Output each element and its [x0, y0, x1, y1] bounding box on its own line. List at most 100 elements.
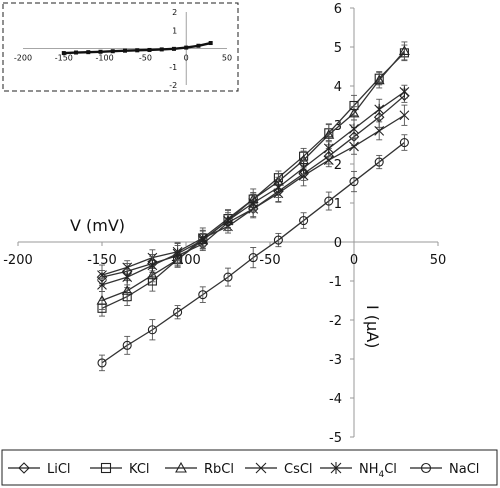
data-point: [373, 74, 385, 85]
data-point: [324, 196, 334, 206]
x-tick-label: 0: [350, 253, 358, 268]
legend-item-rbcl: RbCl: [165, 461, 234, 477]
data-point: [374, 103, 385, 115]
legend-label: RbCl: [204, 462, 234, 477]
data-point: [248, 197, 259, 209]
inset-chart: -200 -150 -100 -50 0 50 2 1 -1 -2: [2, 2, 239, 92]
data-point: [147, 259, 158, 271]
inset-data-point: [184, 45, 189, 50]
data-point: [97, 279, 107, 291]
y-axis-label: I (μA): [363, 305, 382, 348]
data-point: [122, 340, 132, 350]
inset-data-point: [171, 46, 176, 51]
y-tick-label: 6: [334, 2, 342, 17]
y-tick-label: -5: [329, 431, 342, 446]
main-axes: [18, 8, 438, 437]
x-tick-label: -150: [87, 253, 117, 268]
data-point: [223, 215, 233, 227]
data-point: [175, 461, 187, 473]
y-tick-label: -4: [329, 392, 342, 407]
legend: LiCl KCl RbCl CsCl NH4Cl NaCl: [1, 449, 498, 486]
x-axis-label: V (mV): [70, 216, 125, 235]
legend-item-licl: LiCl: [8, 462, 71, 477]
data-point: [349, 177, 359, 187]
legend-item-nacl: NaCl: [410, 462, 479, 477]
data-point: [248, 253, 258, 263]
data-point: [122, 271, 133, 283]
legend-item-nh: NH4Cl: [320, 462, 397, 480]
series-nacl: [97, 134, 409, 372]
x-tick-label: -200: [3, 253, 33, 268]
data-point: [349, 123, 359, 135]
legend-label: NaCl: [449, 462, 479, 477]
y-tick-label: -2: [329, 314, 342, 329]
data-point: [298, 162, 309, 174]
y-tick-label: -3: [329, 353, 342, 368]
series-nh4cl: [97, 84, 410, 292]
legend-label: NH4Cl: [359, 462, 397, 480]
data-point: [147, 325, 157, 335]
legend-label: CsCl: [284, 462, 313, 477]
data-point: [273, 181, 284, 193]
x-tick-label: -50: [259, 253, 280, 268]
inset-data-point: [135, 48, 140, 53]
y-tick-label: 2: [334, 158, 342, 173]
data-point: [172, 248, 183, 260]
inset-y-tick-label: 2: [172, 8, 177, 17]
data-point: [122, 262, 133, 273]
data-point: [399, 138, 409, 148]
data-point: [198, 290, 208, 300]
data-point: [330, 462, 342, 474]
inset-data-point: [159, 47, 164, 52]
data-point: [255, 462, 267, 474]
data-point: [223, 272, 233, 282]
data-point: [420, 462, 432, 474]
y-tick-label: 5: [334, 41, 342, 56]
inset-data-point: [110, 49, 115, 54]
inset-x-tick-label: -150: [55, 54, 73, 63]
inset-y-tick-label: 1: [172, 26, 177, 35]
main-series: [96, 41, 410, 372]
inset-frame: [2, 2, 239, 92]
data-point: [399, 110, 410, 121]
legend-label: LiCl: [47, 462, 71, 477]
y-tick-label: -1: [329, 275, 342, 290]
inset-y-tick-label: -2: [169, 81, 177, 90]
data-point: [18, 462, 30, 474]
data-point: [399, 86, 410, 98]
data-point: [299, 216, 309, 226]
inset-data-point: [123, 48, 127, 53]
data-point: [374, 125, 385, 136]
data-point: [323, 129, 335, 139]
inset-data-point: [74, 50, 79, 55]
legend-label: KCl: [129, 462, 150, 477]
inset-y-tick-label: -1: [169, 63, 177, 72]
legend-item-kcl: KCl: [90, 462, 150, 477]
data-point: [273, 235, 283, 245]
inset-data-point: [208, 41, 213, 46]
data-point: [298, 170, 309, 181]
inset-x-tick-label: 0: [184, 54, 189, 63]
inset-x-tick-label: -50: [139, 54, 152, 63]
inset-data-point: [61, 51, 66, 56]
data-point: [323, 155, 334, 165]
inset-data-point: [98, 49, 103, 54]
data-point: [96, 294, 108, 305]
data-point: [197, 234, 208, 246]
data-point: [374, 157, 384, 167]
data-point: [173, 307, 183, 317]
data-point: [121, 285, 133, 295]
y-tick-label: 4: [334, 80, 342, 95]
data-point: [349, 141, 359, 152]
series-line: [101, 52, 405, 309]
inset-data-point: [147, 47, 152, 52]
inset-x-tick-label: -200: [14, 54, 32, 63]
inset-x-tick-label: 50: [222, 54, 232, 63]
y-tick-label: 0: [334, 236, 342, 251]
data-point: [323, 142, 334, 154]
data-point: [348, 107, 360, 118]
data-point: [100, 462, 112, 474]
inset-x-tick-label: -100: [96, 54, 114, 63]
